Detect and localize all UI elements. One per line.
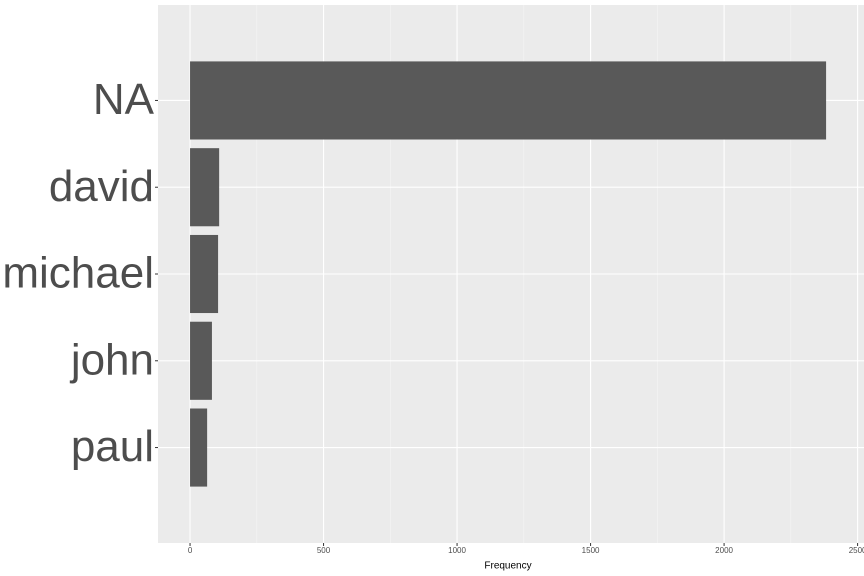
y-tick-label: paul — [71, 422, 154, 471]
y-tick-label: michael — [2, 249, 154, 298]
y-tick-label: john — [69, 335, 154, 384]
x-tick-label: 2000 — [715, 546, 733, 555]
bar — [190, 61, 827, 140]
x-axis-label: Frequency — [484, 561, 531, 572]
y-tick-label: david — [49, 162, 154, 211]
x-tick-label: 500 — [317, 546, 331, 555]
x-tick-label: 2500 — [849, 546, 864, 555]
x-tick-label: 0 — [188, 546, 193, 555]
bar — [190, 234, 219, 314]
x-tick-label: 1000 — [448, 546, 466, 555]
bar — [190, 148, 220, 227]
x-tick-label: 1500 — [582, 546, 600, 555]
y-tick-label: NA — [93, 75, 155, 124]
bar — [190, 321, 212, 400]
bar — [190, 408, 208, 487]
